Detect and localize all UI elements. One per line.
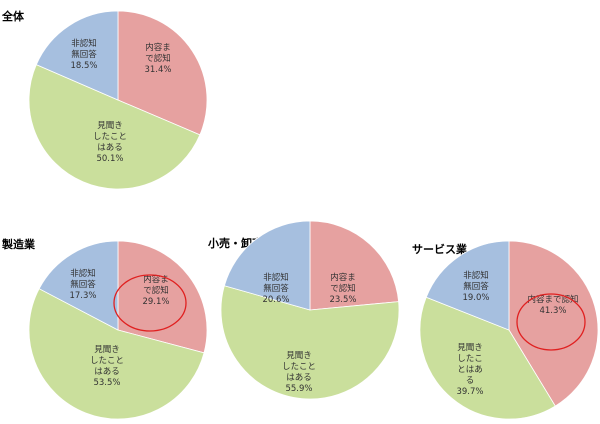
highlight-ring bbox=[516, 293, 586, 351]
slice-category-label: る bbox=[466, 376, 475, 386]
slice-category-label: 見聞き bbox=[97, 121, 123, 131]
pie-slice bbox=[425, 240, 510, 331]
slice-category-label: とはあ bbox=[457, 365, 483, 375]
slice-category-label: したこ bbox=[457, 354, 483, 364]
slice-value-label: 50.1% bbox=[96, 154, 123, 164]
slice-category-label: 無回答 bbox=[263, 283, 289, 294]
slice-category-label: 無回答 bbox=[463, 281, 489, 292]
slice-category-label: 非認知 bbox=[263, 272, 289, 283]
pie-chart-2: 小売・卸売業内容まで認知23.5%見聞きしたことはある55.9%非認知無回答20… bbox=[207, 220, 400, 400]
pie-slice bbox=[117, 240, 208, 354]
slice-category-label: したこと bbox=[282, 362, 316, 372]
pie-slice bbox=[28, 288, 205, 420]
slice-value-label: 19.0% bbox=[462, 293, 489, 303]
slice-value-label: 55.9% bbox=[285, 384, 312, 394]
slice-category-label: 非認知 bbox=[463, 270, 489, 281]
slice-value-label: 23.5% bbox=[329, 295, 356, 305]
slice-category-label: 内容ま bbox=[330, 272, 356, 283]
pie-slice bbox=[28, 64, 201, 190]
slice-category-label: で認知 bbox=[143, 285, 169, 296]
pie-slice bbox=[309, 220, 400, 311]
slice-category-label: 見聞き bbox=[94, 345, 120, 355]
slice-value-label: 39.7% bbox=[456, 387, 483, 397]
slice-value-label: 53.5% bbox=[93, 378, 120, 388]
slice-category-label: 非認知 bbox=[71, 38, 97, 49]
pie-slice bbox=[419, 296, 556, 420]
pie-slice bbox=[35, 10, 119, 101]
slice-category-label: 無回答 bbox=[70, 279, 96, 290]
slice-category-label: 内容ま bbox=[145, 42, 171, 53]
slice-category-label: で認知 bbox=[145, 53, 171, 64]
slice-category-label: はある bbox=[97, 143, 123, 153]
slice-category-label: で認知 bbox=[330, 283, 356, 294]
slice-category-label: 無回答 bbox=[71, 49, 97, 60]
slice-category-label: はある bbox=[286, 373, 312, 383]
slice-category-label: したこと bbox=[93, 132, 127, 142]
pie-slice bbox=[508, 240, 599, 407]
slice-category-label: 見聞き bbox=[457, 343, 483, 353]
chart-title: 全体 bbox=[1, 9, 25, 23]
pie-slice bbox=[117, 10, 208, 136]
pie-slice bbox=[223, 220, 311, 311]
slice-category-label: はある bbox=[94, 367, 120, 377]
chart-title: サービス業 bbox=[412, 242, 468, 256]
highlight-ring bbox=[113, 274, 187, 332]
slice-category-label: 非認知 bbox=[70, 268, 96, 279]
slice-value-label: 31.4% bbox=[144, 65, 171, 75]
slice-category-label: したこと bbox=[90, 356, 124, 366]
slice-category-label: 見聞き bbox=[286, 351, 312, 361]
slice-value-label: 29.1% bbox=[142, 297, 169, 307]
slice-category-label: 内容まで認知 bbox=[527, 294, 578, 305]
pie-slice bbox=[38, 240, 119, 331]
slice-category-label: 内容ま bbox=[143, 274, 169, 285]
slice-value-label: 20.6% bbox=[262, 295, 289, 305]
slice-value-label: 18.5% bbox=[70, 61, 97, 71]
chart-title: 製造業 bbox=[1, 237, 36, 251]
slice-value-label: 41.3% bbox=[539, 306, 566, 316]
pie-slice bbox=[220, 285, 400, 400]
slice-value-label: 17.3% bbox=[69, 291, 96, 301]
